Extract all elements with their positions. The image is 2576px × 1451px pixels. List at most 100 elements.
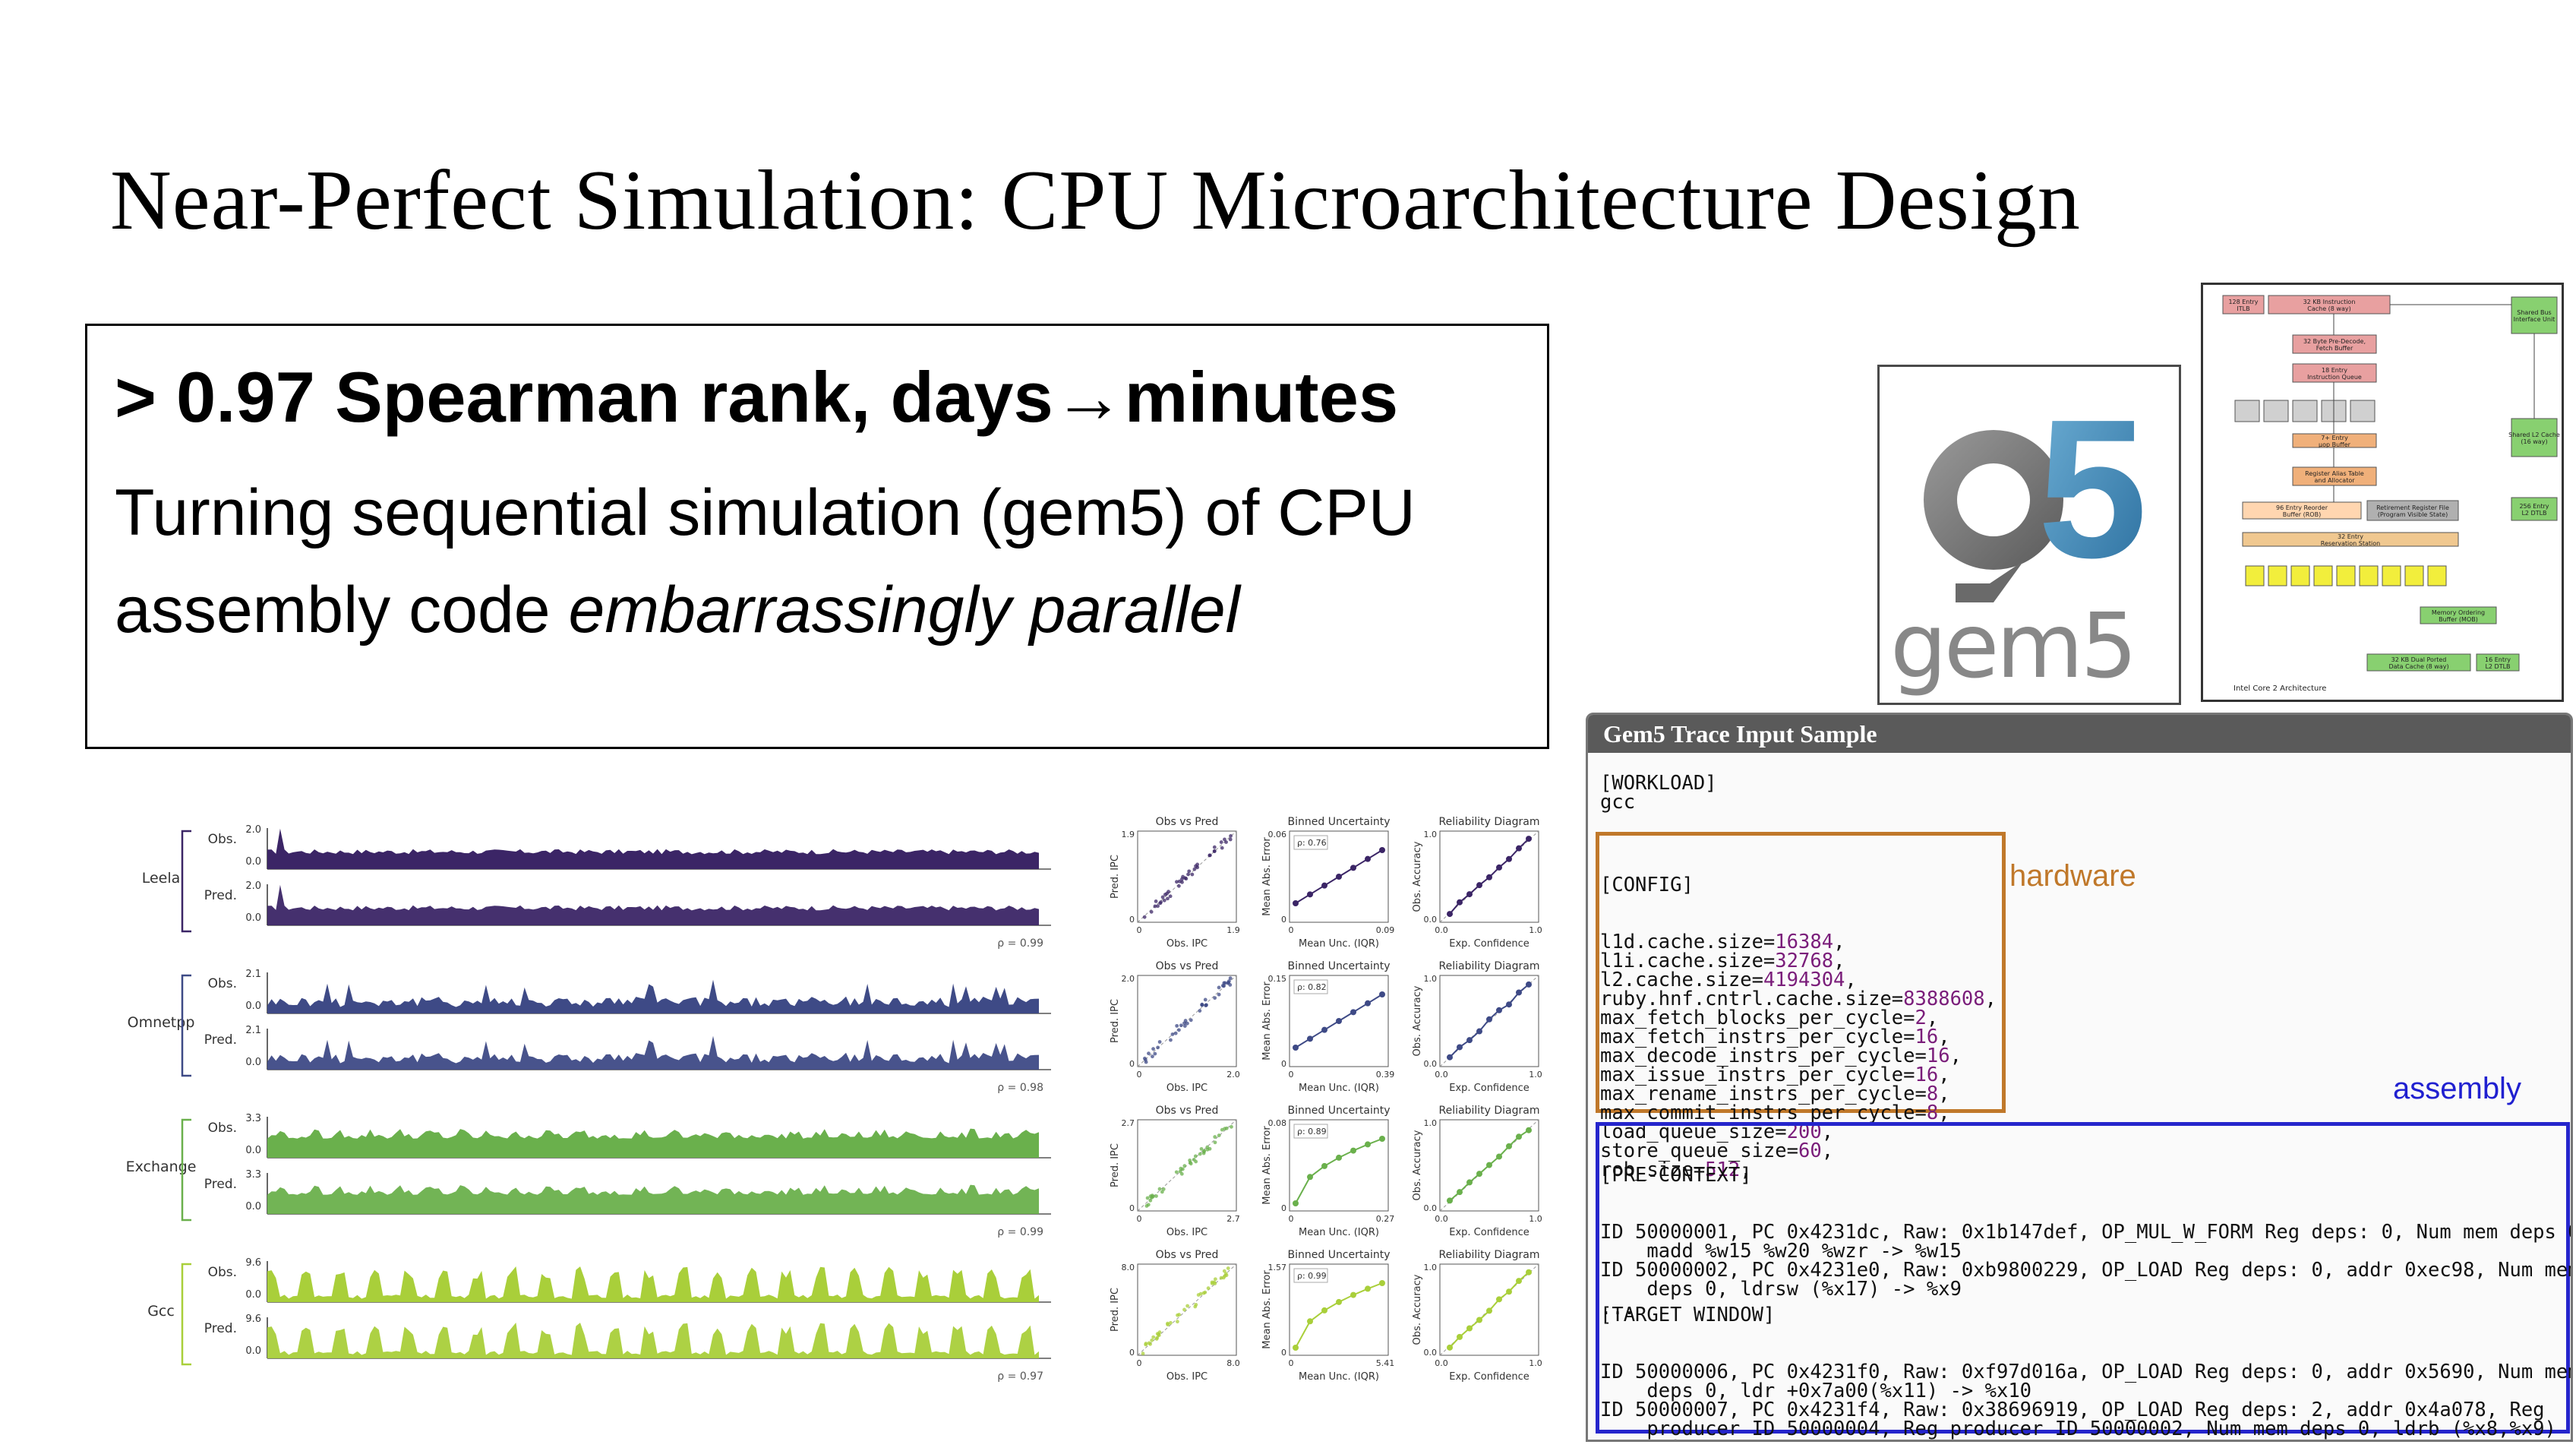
scatter-point — [1192, 1158, 1196, 1162]
subplot-title: Binned Uncertainty — [1288, 816, 1391, 828]
config-line: l1d.cache.size=16384, — [1600, 932, 1997, 952]
uncertainty-point — [1293, 900, 1299, 906]
hardware-label: hardware — [2009, 859, 2136, 893]
row-bracket — [181, 1263, 191, 1366]
subplot-ylabel: Pred. IPC — [1110, 855, 1121, 899]
y-tick-max: 2.7 — [1122, 1118, 1135, 1128]
config-value: 8 — [1926, 1083, 1939, 1105]
reliability-point — [1476, 882, 1482, 889]
config-punct: , — [1938, 1064, 1950, 1086]
reliability-point — [1496, 1153, 1502, 1160]
subplot-xlabel: Exp. Confidence — [1449, 1083, 1530, 1094]
subplot-frame — [1137, 975, 1237, 1067]
uncertainty-point — [1379, 1136, 1385, 1142]
y-tick-max: 2.0 — [245, 824, 261, 836]
x-tick-zero: 0.0 — [1435, 1358, 1448, 1368]
scatter-point — [1182, 1164, 1187, 1168]
reliability-point — [1496, 1007, 1502, 1013]
y-tick-max: 2.1 — [245, 969, 261, 980]
subplot-xlabel: Obs. IPC — [1166, 938, 1208, 950]
pre-context-line: ... — [1600, 1297, 1636, 1320]
assembly-box — [1596, 1122, 2570, 1434]
config-key: l2.cache.size= — [1600, 969, 1763, 991]
y-tick-zero: 0 — [1129, 1203, 1135, 1213]
x-tick-max: 0.09 — [1376, 925, 1395, 935]
workload-section: [WORKLOAD] gcc — [1600, 773, 1717, 814]
arch-block-label: 18 Entry — [2322, 367, 2347, 374]
gem5-logo-graphic: 5 gem5 — [1890, 379, 2148, 698]
subplot-frame — [1439, 1263, 1539, 1356]
arch-block-label: Reservation Station — [2321, 540, 2380, 547]
scatter-point — [1212, 849, 1217, 853]
scatter-point — [1176, 1320, 1179, 1324]
arch-block-label: Buffer (MOB) — [2439, 616, 2478, 623]
reliability-point — [1516, 845, 1522, 852]
scatter-point — [1213, 1282, 1217, 1285]
y-tick-max: 1.0 — [1424, 974, 1438, 984]
config-value: 512 — [1705, 1159, 1741, 1181]
scatter-point — [1190, 872, 1195, 877]
reliability-point — [1506, 1143, 1512, 1149]
y-tick-min: 0.0 — [245, 1345, 261, 1357]
reliability-point — [1506, 1288, 1512, 1295]
scatter-point — [1144, 1342, 1148, 1345]
uncertainty-point — [1379, 1280, 1385, 1286]
assembly-label: assembly — [2393, 1072, 2521, 1105]
y-tick-min: 0.0 — [245, 1057, 261, 1068]
target-window-line: ID 50000006, PC 0x4231f0, Raw: 0xf97d016… — [1600, 1361, 2573, 1383]
scatter-point — [1174, 1170, 1179, 1174]
config-key: max_rename_instrs_per_cycle= — [1600, 1083, 1927, 1105]
subplot-xlabel: Mean Unc. (IQR) — [1299, 1083, 1379, 1094]
config-line: l1i.cache.size=32768, — [1600, 951, 1997, 971]
subplot-xlabel: Mean Unc. (IQR) — [1299, 1227, 1379, 1238]
scatter-point — [1213, 996, 1217, 1001]
scatter-point — [1206, 1286, 1211, 1291]
config-value: 16 — [1915, 1026, 1939, 1048]
y-tick-zero: 0 — [1129, 1348, 1135, 1358]
subplot-ylabel: Obs. Accuracy — [1412, 1274, 1423, 1345]
x-tick-zero: 0 — [1137, 1214, 1142, 1224]
scatter-point — [1148, 1198, 1153, 1203]
uncertainty-point — [1293, 1345, 1299, 1351]
arch-block — [2420, 606, 2497, 624]
decoder-block — [2234, 400, 2260, 422]
exec-unit-block — [2359, 565, 2379, 586]
scatter-point — [1153, 904, 1157, 909]
pred-label: Pred. — [204, 1177, 237, 1192]
reliability-point — [1486, 1162, 1492, 1168]
y-tick-max: 2.0 — [1122, 974, 1135, 984]
scatter-point — [1177, 1028, 1181, 1032]
workload-value: gcc — [1600, 791, 1636, 814]
subplot-title: Obs vs Pred — [1156, 816, 1219, 828]
scatter-point — [1199, 1146, 1204, 1151]
logo-wordmark: gem5 — [1890, 593, 2135, 698]
config-punct: , — [1821, 1140, 1834, 1162]
scatter-point — [1219, 840, 1223, 844]
spearman-rho-label: ρ = 0.99 — [997, 1226, 1043, 1238]
arch-block — [2511, 418, 2558, 457]
subplot-ylabel: Pred. IPC — [1110, 1143, 1121, 1187]
pre-context-line: ID 50000001, PC 0x4231dc, Raw: 0x1b147de… — [1600, 1221, 2573, 1244]
scatter-point — [1204, 1003, 1208, 1007]
scatter-point — [1184, 877, 1189, 881]
y-tick-max: 3.3 — [245, 1169, 261, 1181]
subplot-ylabel: Mean Abs. Error — [1261, 1270, 1273, 1349]
reliability-point — [1486, 1307, 1492, 1314]
arch-block-label: Retirement Register File — [2376, 504, 2449, 511]
row-label-leela: Leela — [142, 870, 181, 887]
scatter-point — [1157, 1040, 1162, 1044]
subplot-frame — [1137, 830, 1237, 923]
subplot-title: Binned Uncertainty — [1288, 960, 1391, 972]
scatter-point — [1182, 1021, 1186, 1026]
obs-series-area — [267, 828, 1039, 869]
arch-block-label: L2 DTLB — [2521, 510, 2546, 517]
scatter-point — [1182, 1307, 1186, 1312]
target-window-line: ID 50000007, PC 0x4231f4, Raw: 0x3869691… — [1600, 1399, 2545, 1421]
scatter-point — [1173, 1031, 1178, 1035]
y-tick-max: 1.0 — [1424, 1263, 1438, 1272]
config-tag: [CONFIG] — [1600, 874, 1694, 896]
reliability-point — [1486, 874, 1492, 880]
scatter-point — [1200, 1003, 1204, 1007]
decoder-block — [2292, 400, 2318, 422]
arch-block — [2292, 334, 2377, 354]
